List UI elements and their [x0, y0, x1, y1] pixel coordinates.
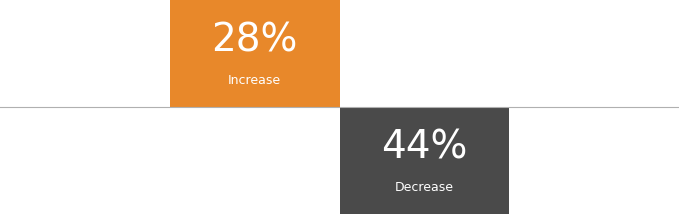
Text: 44%: 44%: [381, 129, 468, 167]
Bar: [170, 0, 340, 107]
Text: Decrease: Decrease: [395, 181, 454, 194]
Text: 28%: 28%: [211, 22, 298, 60]
Text: Increase: Increase: [228, 74, 281, 87]
Bar: [340, 107, 509, 214]
